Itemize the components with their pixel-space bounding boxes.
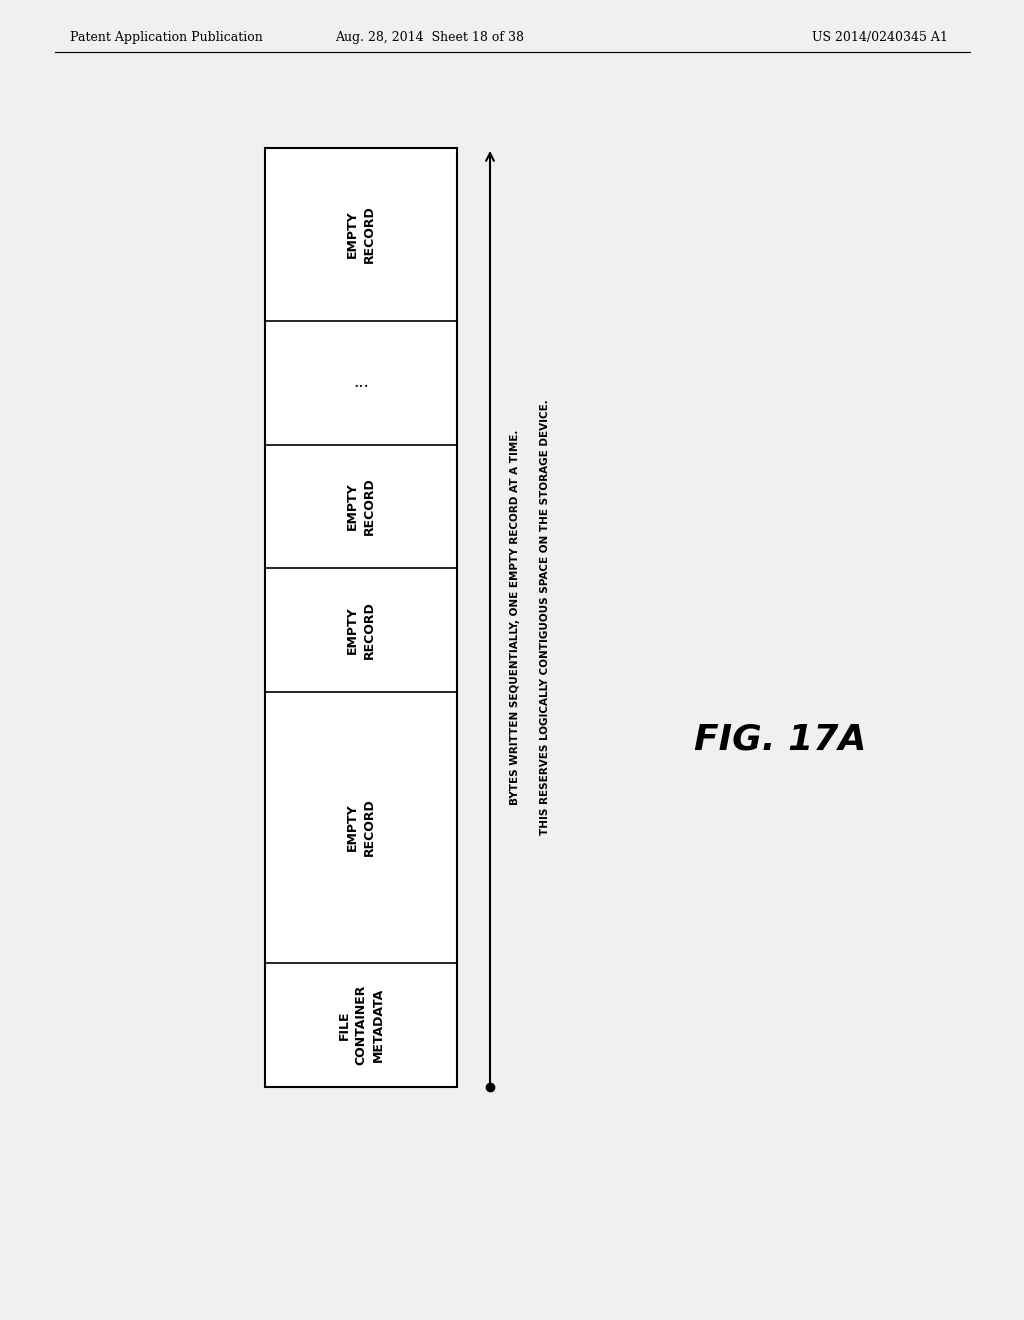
Text: FILE
CONTAINER
METADATA: FILE CONTAINER METADATA: [338, 985, 384, 1065]
Bar: [265, 148, 457, 1086]
Text: Aug. 28, 2014  Sheet 18 of 38: Aug. 28, 2014 Sheet 18 of 38: [336, 32, 524, 45]
Text: EMPTY
RECORD: EMPTY RECORD: [346, 478, 376, 535]
Text: FIG. 17A: FIG. 17A: [694, 723, 866, 756]
Text: US 2014/0240345 A1: US 2014/0240345 A1: [812, 32, 948, 45]
Text: EMPTY
RECORD: EMPTY RECORD: [346, 601, 376, 659]
Text: THIS RESERVES LOGICALLY CONTIGUOUS SPACE ON THE STORAGE DEVICE.: THIS RESERVES LOGICALLY CONTIGUOUS SPACE…: [540, 400, 550, 836]
Text: BYTES WRITTEN SEQUENTIALLY, ONE EMPTY RECORD AT A TIME.: BYTES WRITTEN SEQUENTIALLY, ONE EMPTY RE…: [510, 430, 520, 805]
Text: EMPTY
RECORD: EMPTY RECORD: [346, 799, 376, 857]
Text: EMPTY
RECORD: EMPTY RECORD: [346, 206, 376, 264]
Text: Patent Application Publication: Patent Application Publication: [70, 32, 263, 45]
Text: ...: ...: [353, 375, 369, 391]
